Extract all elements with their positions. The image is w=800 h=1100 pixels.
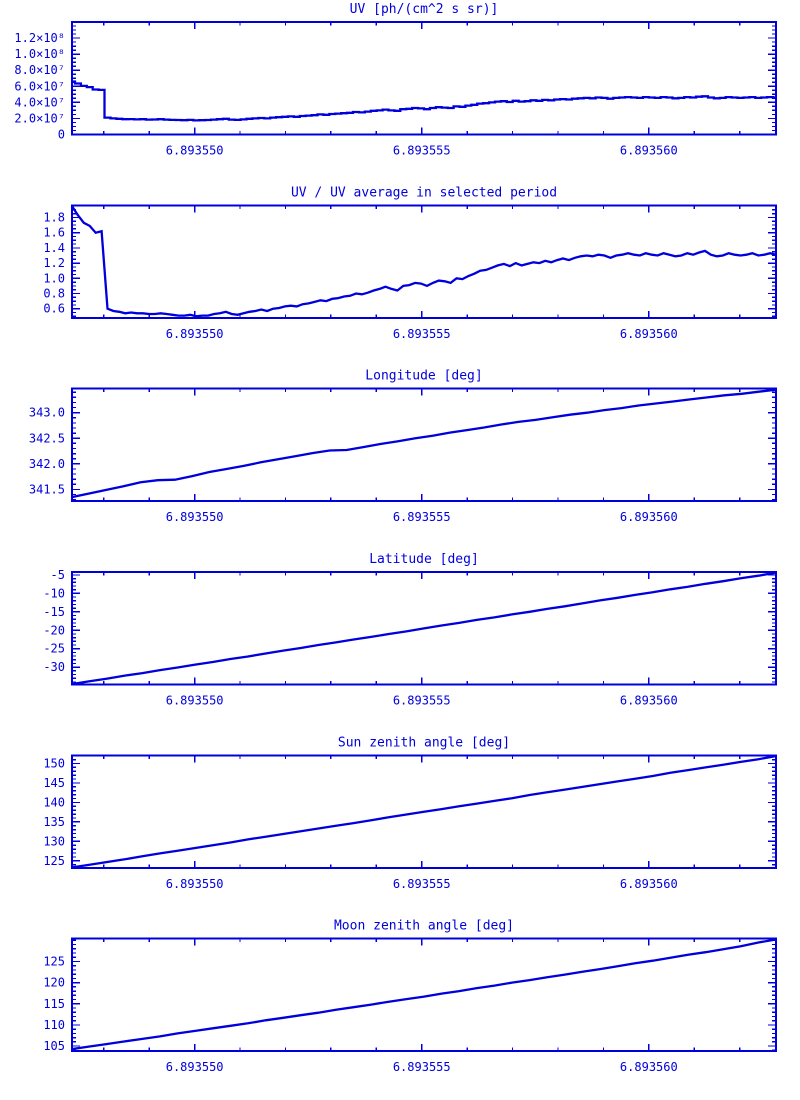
- y-tick-label: 120: [43, 976, 65, 990]
- y-tick-label: 6.0×10⁷: [14, 79, 65, 93]
- panel-title: Latitude [deg]: [369, 552, 479, 567]
- x-tick-label: 6.893550: [166, 510, 224, 524]
- panel-title: Sun zenith angle [deg]: [338, 735, 510, 750]
- x-tick-label: 6.893555: [393, 1060, 451, 1074]
- y-tick-label: -10: [43, 586, 65, 600]
- y-tick-label: 0.8: [43, 287, 65, 301]
- x-tick-label: 6.893555: [393, 510, 451, 524]
- y-tick-label: 1.0×10⁸: [14, 47, 65, 61]
- plot-frame: [71, 204, 777, 319]
- x-tick-label: 6.893560: [620, 693, 678, 707]
- y-tick-label: 1.2×10⁸: [14, 31, 65, 45]
- y-tick-label: 1.0: [43, 271, 65, 285]
- y-tick-label: 110: [43, 1018, 65, 1032]
- y-tick-label: 342.5: [29, 431, 65, 445]
- x-tick-label: 6.893550: [166, 693, 224, 707]
- y-tick-label: 150: [43, 757, 65, 771]
- x-tick-label: 6.893555: [393, 877, 451, 891]
- y-tick-label: 1.4: [43, 241, 65, 255]
- y-tick-label: 145: [43, 776, 65, 790]
- data-series-line: [72, 205, 776, 318]
- data-series-line: [72, 938, 776, 1051]
- y-tick-label: 343.0: [29, 406, 65, 420]
- y-tick-label: 105: [43, 1039, 65, 1053]
- data-series-line: [72, 80, 776, 122]
- panel-title: UV / UV average in selected period: [291, 185, 557, 200]
- y-tick-label: -15: [43, 605, 65, 619]
- panel-longitude: Longitude [deg] 6.893550 6.893555 6.893560 3…: [29, 369, 777, 524]
- y-tick-label: 342.0: [29, 457, 65, 471]
- data-series-line: [72, 571, 776, 685]
- panel-moon-zenith: Moon zenith angle [deg] 6.893550 6.893555 6…: [43, 919, 777, 1074]
- data-series-line: [72, 388, 776, 499]
- x-tick-label: 6.893555: [393, 327, 451, 341]
- plot-frame: [71, 21, 777, 136]
- panel-sun-zenith: Sun zenith angle [deg] 6.893550 6.893555 6.…: [43, 735, 777, 891]
- x-tick-label: 6.893550: [166, 144, 224, 158]
- y-tick-label: 2.0×10⁷: [14, 111, 65, 125]
- plot-frame: [71, 570, 777, 686]
- x-tick-label: 6.893560: [620, 510, 678, 524]
- panel-title: Longitude [deg]: [365, 369, 482, 384]
- panel-title: UV [ph/(cm^2 s sr)]: [350, 2, 499, 17]
- x-tick-label: 6.893560: [620, 877, 678, 891]
- panel-title: Moon zenith angle [deg]: [334, 919, 514, 934]
- y-tick-label: 135: [43, 815, 65, 829]
- y-tick-label: -25: [43, 642, 65, 656]
- y-tick-label: 130: [43, 834, 65, 848]
- y-tick-label: 341.5: [29, 482, 65, 496]
- y-tick-label: 115: [43, 997, 65, 1011]
- y-tick-label: 1.2: [43, 256, 65, 270]
- plot-frame: [71, 754, 777, 869]
- y-tick-label: -30: [43, 660, 65, 674]
- y-tick-label: 1.6: [43, 226, 65, 240]
- x-tick-label: 6.893560: [620, 144, 678, 158]
- x-tick-label: 6.893550: [166, 327, 224, 341]
- x-tick-label: 6.893555: [393, 144, 451, 158]
- data-series-line: [72, 755, 776, 868]
- x-tick-label: 6.893550: [166, 877, 224, 891]
- panel-uv-ratio: UV / UV average in selected period 6.8935…: [43, 185, 777, 341]
- y-tick-label: 8.0×10⁷: [14, 63, 65, 77]
- x-tick-label: 6.893555: [393, 693, 451, 707]
- y-tick-label: 140: [43, 795, 65, 809]
- panel-latitude: Latitude [deg] 6.893550 6.893555 6.893560 -3…: [43, 552, 777, 707]
- y-tick-label: -20: [43, 623, 65, 637]
- x-tick-label: 6.893560: [620, 327, 678, 341]
- x-tick-label: 6.893550: [166, 1060, 224, 1074]
- y-tick-label: 125: [43, 955, 65, 969]
- x-tick-label: 6.893560: [620, 1060, 678, 1074]
- y-tick-label: 4.0×10⁷: [14, 95, 65, 109]
- y-tick-label: -5: [51, 568, 65, 582]
- plot-frame: [71, 387, 777, 503]
- y-tick-label: 0.6: [43, 302, 65, 316]
- y-tick-label: 125: [43, 854, 65, 868]
- y-tick-label: 0: [58, 128, 65, 142]
- panel-uv: UV [ph/(cm^2 s sr)] 6.893550 6.893555 6.893…: [14, 2, 777, 158]
- y-tick-label: 1.8: [43, 210, 65, 224]
